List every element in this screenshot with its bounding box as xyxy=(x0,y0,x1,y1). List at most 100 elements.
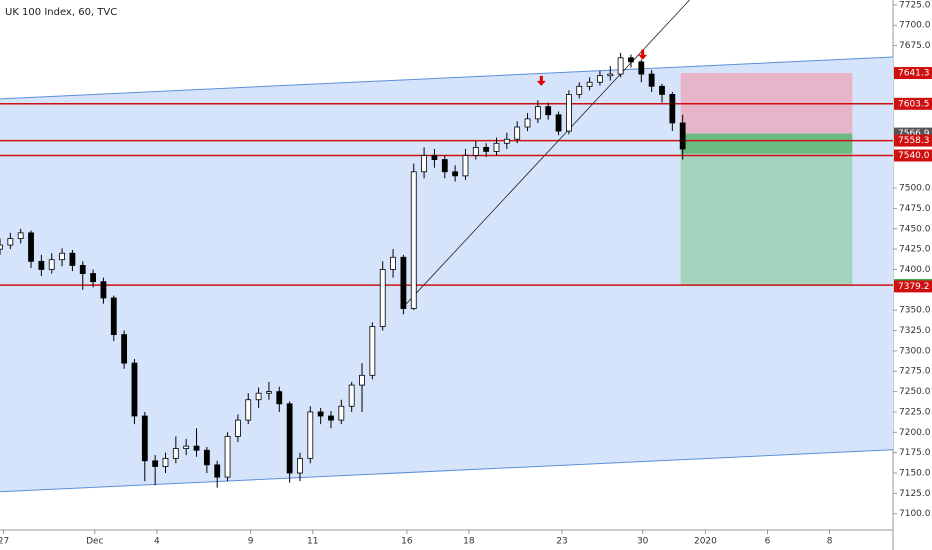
candle-body xyxy=(100,281,107,299)
candle-body xyxy=(359,374,365,386)
candle-body xyxy=(452,171,459,177)
candle-body xyxy=(193,445,200,451)
channel-line xyxy=(0,56,894,100)
candle-body xyxy=(431,155,438,160)
x-tick-label: 30 xyxy=(637,537,649,547)
candle-body xyxy=(152,460,159,467)
y-tick-label: 7700.0 xyxy=(899,21,931,31)
price-label-box xyxy=(894,67,932,80)
x-tick-label: Dec xyxy=(86,537,103,547)
y-tick-label: 7675.0 xyxy=(899,41,931,51)
x-tick-label: 9 xyxy=(248,537,254,547)
y-tick-label: 7325.0 xyxy=(899,326,931,336)
candle-body xyxy=(121,334,128,364)
x-tick-label: 16 xyxy=(401,537,413,547)
candle-body xyxy=(286,403,293,474)
candle-body xyxy=(38,260,45,270)
candle-body xyxy=(255,392,262,401)
candle-body xyxy=(297,457,303,474)
open-profit-zone xyxy=(680,133,853,154)
y-tick-label: 7250.0 xyxy=(899,387,931,397)
x-tick-label: 6 xyxy=(765,537,771,547)
candle-body xyxy=(534,106,541,120)
y-tick-label: 7475.0 xyxy=(899,204,931,214)
candle-body xyxy=(586,81,593,87)
price-label: 7379.2 xyxy=(898,282,930,292)
target-zone xyxy=(680,133,853,286)
candle-body xyxy=(235,419,241,437)
candle-body xyxy=(141,415,148,462)
candle-body xyxy=(369,326,376,376)
candle-body xyxy=(69,252,76,266)
candle-body xyxy=(224,435,231,478)
candle-body xyxy=(7,238,14,246)
candle-body xyxy=(162,457,169,467)
candle-body xyxy=(379,269,386,327)
candle-body xyxy=(679,122,686,150)
y-tick-label: 7350.0 xyxy=(899,306,931,316)
candle-body xyxy=(110,297,117,336)
x-tick-label: 27 xyxy=(0,537,9,547)
candle-body xyxy=(441,159,448,173)
candle-body xyxy=(483,146,490,152)
candle-body xyxy=(90,273,96,283)
price-label-box xyxy=(894,149,932,162)
candle-body xyxy=(607,73,614,77)
candle-body xyxy=(659,85,665,95)
candle-body xyxy=(617,57,624,75)
candle-body xyxy=(131,362,138,417)
candle-body xyxy=(669,94,676,124)
candle-body xyxy=(266,391,272,394)
price-label: 7603.5 xyxy=(898,99,930,109)
candle-body xyxy=(648,73,655,87)
candle-body xyxy=(276,391,283,405)
y-tick-label: 7275.0 xyxy=(899,367,931,377)
candle-body xyxy=(390,256,396,270)
candle-body xyxy=(338,405,345,421)
y-tick-label: 7200.0 xyxy=(899,428,931,438)
candle-body xyxy=(493,142,500,152)
candle-body xyxy=(410,171,417,309)
arrow-annotation xyxy=(638,49,648,60)
candle-body xyxy=(503,138,510,144)
candle-body xyxy=(307,411,314,459)
y-tick-label: 7450.0 xyxy=(899,224,931,234)
x-tick-label: 18 xyxy=(463,537,475,547)
chart-title: UK 100 Index, 60, TVC xyxy=(5,7,117,18)
x-tick-label: 23 xyxy=(556,537,567,547)
channel-line xyxy=(0,449,894,493)
candle-body xyxy=(400,256,407,309)
candle-body xyxy=(348,384,355,407)
candle-body xyxy=(555,114,562,132)
price-label: 7540.0 xyxy=(898,151,930,161)
candle-body xyxy=(328,415,334,421)
y-tick-label: 7100.0 xyxy=(899,509,931,519)
candle-body xyxy=(421,155,427,173)
candle-body xyxy=(576,85,583,95)
candle-body xyxy=(28,232,34,262)
x-tick-label: 11 xyxy=(307,537,318,547)
price-label-box xyxy=(894,280,932,293)
price-label-box xyxy=(894,134,932,147)
price-label: 7558.3 xyxy=(898,136,930,146)
candle-body xyxy=(472,146,479,156)
y-tick-label: 7175.0 xyxy=(899,448,931,458)
x-tick-label: 4 xyxy=(154,537,160,547)
candle-body xyxy=(638,61,645,75)
candle-body xyxy=(0,244,3,250)
candle-body xyxy=(245,399,252,421)
candle-body xyxy=(524,118,531,128)
price-label: 7641.3 xyxy=(898,69,930,79)
x-tick-label: 2020 xyxy=(694,537,717,547)
y-tick-label: 7725.0 xyxy=(899,0,931,10)
channel-fill xyxy=(0,56,893,492)
candle-body xyxy=(172,448,179,459)
candle-body xyxy=(565,94,572,132)
price-label: 7566.9 xyxy=(898,129,930,139)
candle-body xyxy=(462,155,469,177)
candle-body xyxy=(17,232,24,239)
arrow-annotation xyxy=(536,75,546,86)
price-label-box xyxy=(894,97,932,110)
candle-body xyxy=(48,259,55,270)
y-tick-label: 7400.0 xyxy=(899,265,931,275)
